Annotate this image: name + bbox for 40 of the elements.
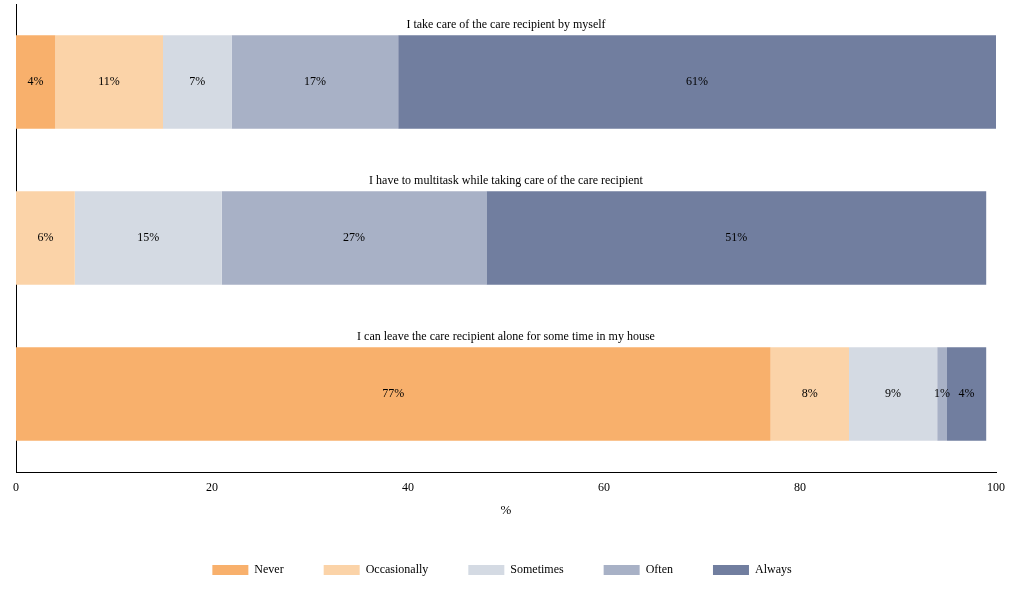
bar <box>55 35 163 129</box>
data-label: 61% <box>686 74 709 89</box>
data-label: 7% <box>189 74 206 89</box>
bar <box>231 35 399 129</box>
y-tick-label: I can leave the care recipient alone for some time in my house <box>357 329 655 344</box>
data-label: 1% <box>934 386 951 401</box>
x-tick-label: 0 <box>13 480 19 495</box>
data-label: 11% <box>98 74 120 89</box>
data-label: 6% <box>37 230 54 245</box>
bar <box>163 35 232 129</box>
data-label: 27% <box>343 230 366 245</box>
x-tick-label: 80 <box>794 480 806 495</box>
x-tick-label: 40 <box>402 480 414 495</box>
data-label: 17% <box>303 74 326 89</box>
data-label: 15% <box>137 230 160 245</box>
y-tick-label: I take care of the care recipient by myself <box>406 17 606 32</box>
data-label: 4% <box>27 74 44 89</box>
bar <box>770 347 849 441</box>
bar <box>16 35 56 129</box>
bar <box>486 191 987 285</box>
bar <box>16 347 771 441</box>
data-label: 4% <box>958 386 975 401</box>
x-tick-label: 20 <box>206 480 218 495</box>
x-axis-title: % <box>500 501 512 517</box>
bar <box>16 191 75 285</box>
bar <box>74 191 222 285</box>
legend-label: Never <box>254 562 284 577</box>
data-label: 77% <box>382 386 405 401</box>
data-label: 9% <box>885 386 902 401</box>
data-label: 8% <box>801 386 818 401</box>
bar <box>398 35 996 129</box>
x-tick-label: 60 <box>598 480 610 495</box>
x-tick-label: 100 <box>987 480 1005 495</box>
legend-label: Always <box>754 562 792 577</box>
legend-label: Sometimes <box>510 562 564 577</box>
data-label: 51% <box>725 230 748 245</box>
bar <box>221 191 487 285</box>
y-tick-label: I have to multitask while taking care of the care recipient <box>369 173 644 188</box>
legend-label: Often <box>645 562 673 577</box>
legend-label: Occasionally <box>365 562 429 577</box>
